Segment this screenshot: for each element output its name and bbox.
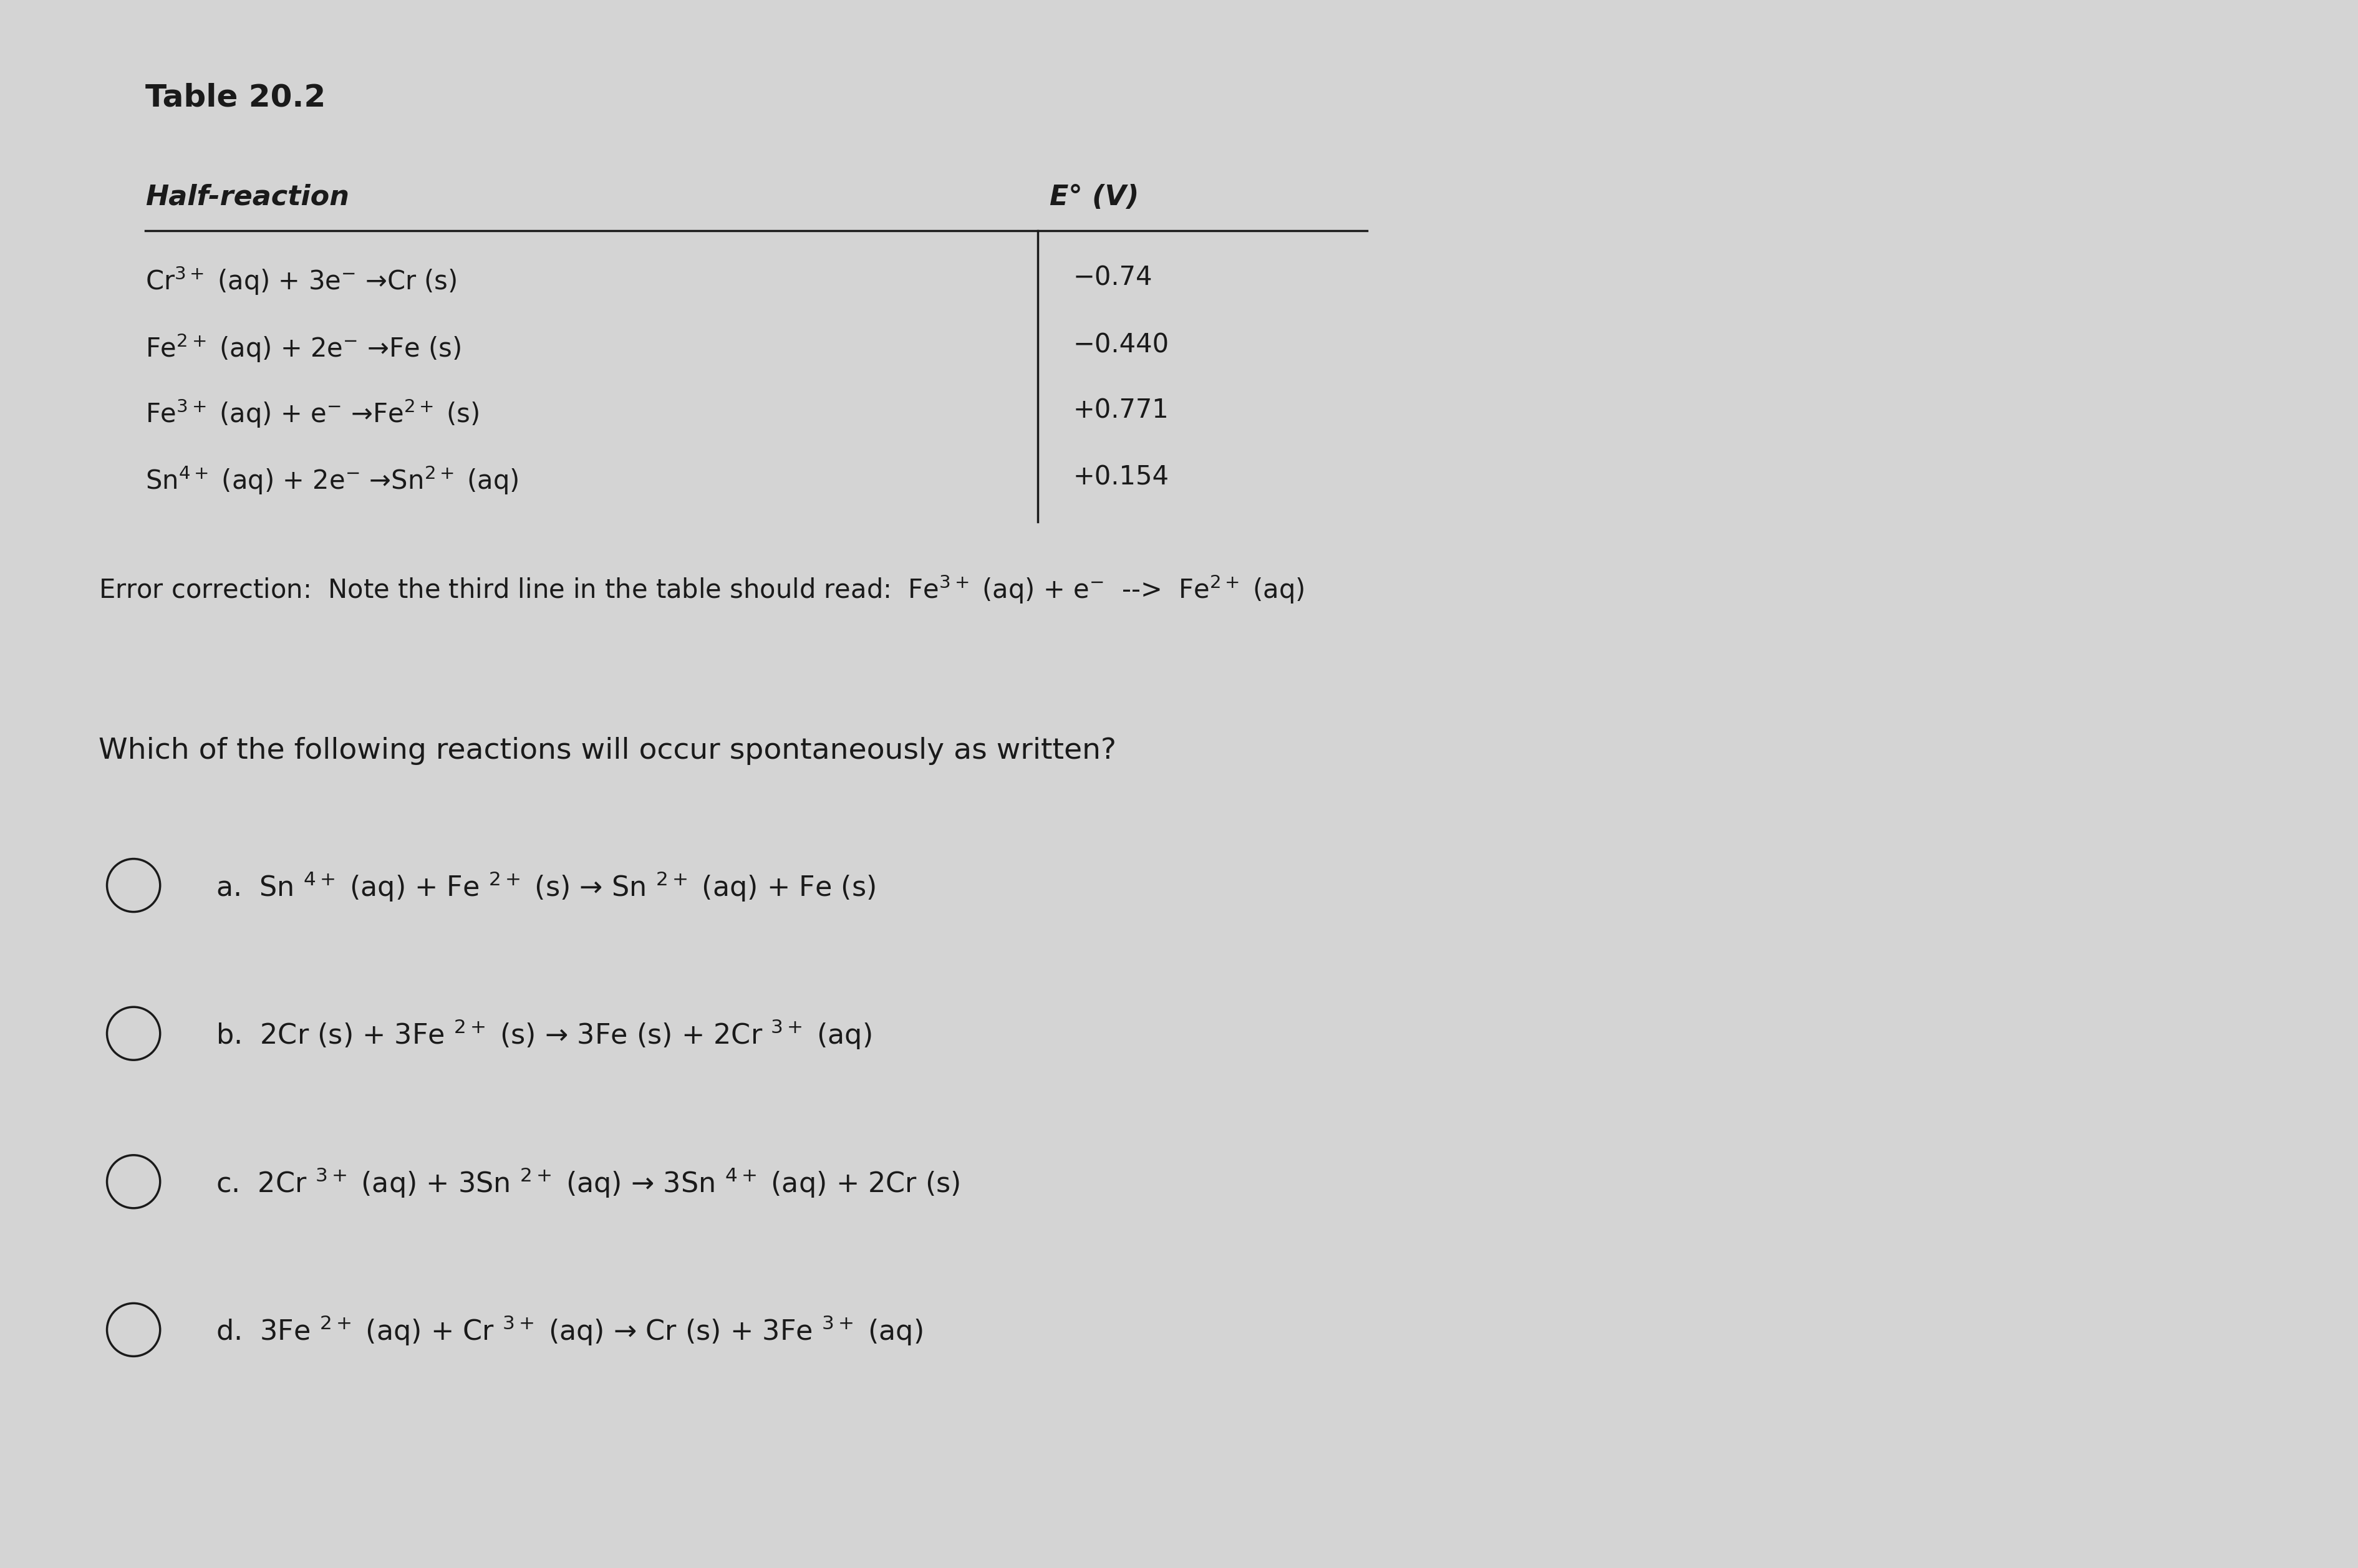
Text: Table 20.2: Table 20.2 [146,82,325,113]
Text: +0.154: +0.154 [1073,464,1170,491]
Text: −0.74: −0.74 [1073,265,1153,292]
Text: Which of the following reactions will occur spontaneously as written?: Which of the following reactions will oc… [99,737,1115,765]
Text: +0.771: +0.771 [1073,397,1170,423]
Text: Sn$^{4+}$ (aq) + 2e$^{-}$ →Sn$^{2+}$ (aq): Sn$^{4+}$ (aq) + 2e$^{-}$ →Sn$^{2+}$ (aq… [146,464,519,497]
Text: E° (V): E° (V) [1049,183,1139,210]
Text: d.  3Fe $^{2+}$ (aq) + Cr $^{3+}$ (aq) → Cr (s) + 3Fe $^{3+}$ (aq): d. 3Fe $^{2+}$ (aq) + Cr $^{3+}$ (aq) → … [217,1314,922,1347]
Text: Half-reaction: Half-reaction [146,183,349,210]
Text: b.  2Cr (s) + 3Fe $^{2+}$ (s) → 3Fe (s) + 2Cr $^{3+}$ (aq): b. 2Cr (s) + 3Fe $^{2+}$ (s) → 3Fe (s) +… [217,1018,872,1051]
Text: a.  Sn $^{4+}$ (aq) + Fe $^{2+}$ (s) → Sn $^{2+}$ (aq) + Fe (s): a. Sn $^{4+}$ (aq) + Fe $^{2+}$ (s) → Sn… [217,870,875,903]
Text: Fe$^{2+}$ (aq) + 2e$^{-}$ →Fe (s): Fe$^{2+}$ (aq) + 2e$^{-}$ →Fe (s) [146,332,460,364]
Text: c.  2Cr $^{3+}$ (aq) + 3Sn $^{2+}$ (aq) → 3Sn $^{4+}$ (aq) + 2Cr (s): c. 2Cr $^{3+}$ (aq) + 3Sn $^{2+}$ (aq) →… [217,1167,960,1200]
Text: Fe$^{3+}$ (aq) + e$^{-}$ →Fe$^{2+}$ (s): Fe$^{3+}$ (aq) + e$^{-}$ →Fe$^{2+}$ (s) [146,397,479,430]
Text: Error correction:  Note the third line in the table should read:  Fe$^{3+}$ (aq): Error correction: Note the third line in… [99,574,1304,605]
Text: Cr$^{3+}$ (aq) + 3e$^{-}$ →Cr (s): Cr$^{3+}$ (aq) + 3e$^{-}$ →Cr (s) [146,265,457,296]
Text: −0.440: −0.440 [1073,332,1170,358]
